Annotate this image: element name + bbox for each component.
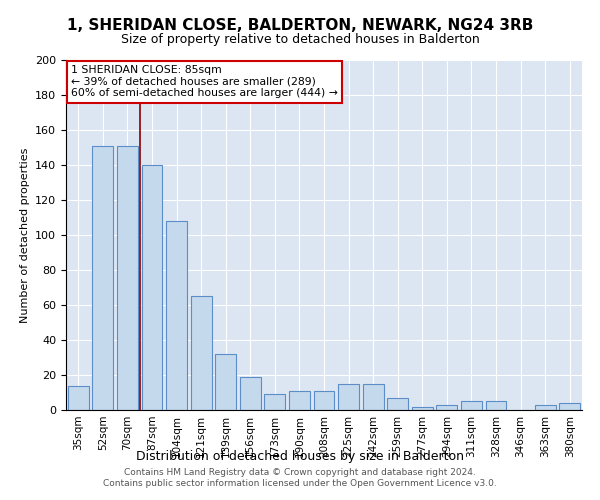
Bar bbox=[412, 406, 433, 410]
Bar bbox=[92, 146, 113, 410]
Text: Size of property relative to detached houses in Balderton: Size of property relative to detached ho… bbox=[121, 32, 479, 46]
Bar bbox=[240, 377, 261, 410]
Bar bbox=[289, 391, 310, 410]
Text: Contains HM Land Registry data © Crown copyright and database right 2024.
Contai: Contains HM Land Registry data © Crown c… bbox=[103, 468, 497, 487]
Bar bbox=[559, 403, 580, 410]
Text: 1 SHERIDAN CLOSE: 85sqm
← 39% of detached houses are smaller (289)
60% of semi-d: 1 SHERIDAN CLOSE: 85sqm ← 39% of detache… bbox=[71, 66, 338, 98]
Bar bbox=[461, 401, 482, 410]
Bar bbox=[436, 405, 457, 410]
Bar bbox=[68, 386, 89, 410]
Bar bbox=[387, 398, 408, 410]
Text: Distribution of detached houses by size in Balderton: Distribution of detached houses by size … bbox=[136, 450, 464, 463]
Bar bbox=[265, 394, 286, 410]
Bar bbox=[215, 354, 236, 410]
Y-axis label: Number of detached properties: Number of detached properties bbox=[20, 148, 29, 322]
Bar bbox=[314, 391, 334, 410]
Bar bbox=[166, 221, 187, 410]
Bar bbox=[535, 405, 556, 410]
Bar bbox=[485, 401, 506, 410]
Bar bbox=[338, 384, 359, 410]
Bar bbox=[362, 384, 383, 410]
Bar bbox=[117, 146, 138, 410]
Bar bbox=[191, 296, 212, 410]
Bar bbox=[142, 165, 163, 410]
Text: 1, SHERIDAN CLOSE, BALDERTON, NEWARK, NG24 3RB: 1, SHERIDAN CLOSE, BALDERTON, NEWARK, NG… bbox=[67, 18, 533, 32]
